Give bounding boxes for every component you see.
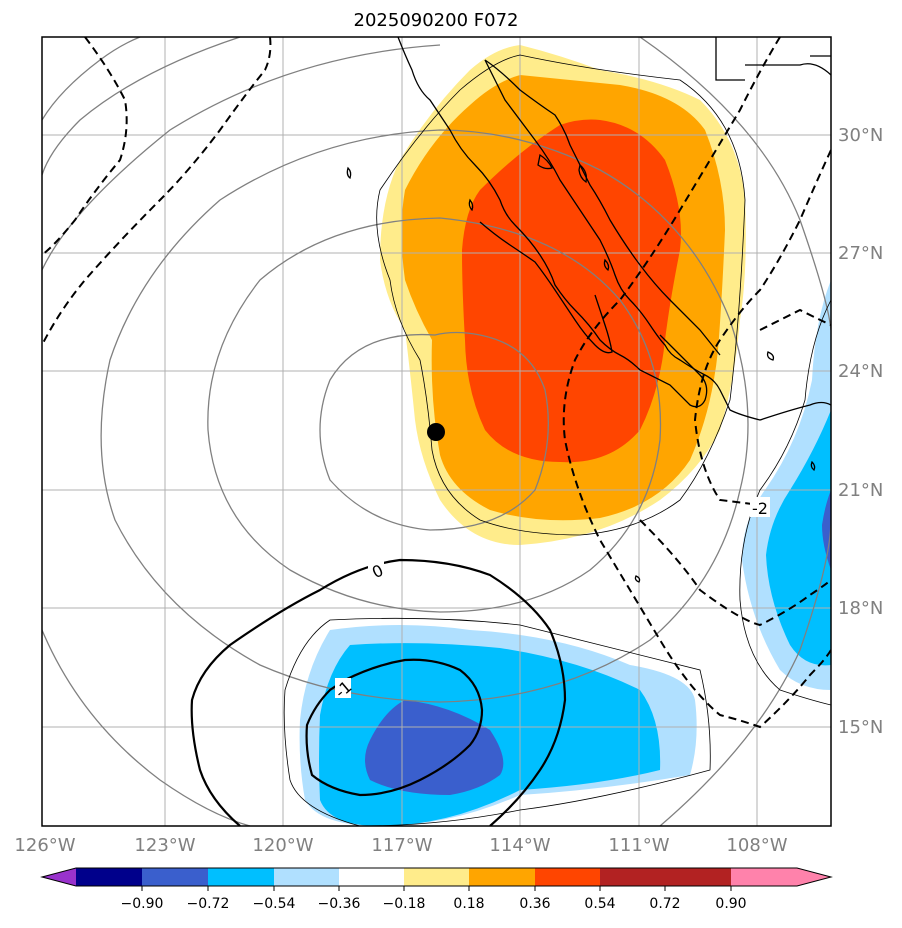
lon-label-114w: 114°W xyxy=(489,835,550,856)
map-frame xyxy=(41,36,832,827)
colorbar-segment xyxy=(600,868,665,886)
colorbar-tick-label: 0.72 xyxy=(649,896,680,912)
solid-contours xyxy=(190,558,567,826)
lon-label-117w: 117°W xyxy=(371,835,432,856)
longitude-labels: 126°W 123°W 120°W 117°W 114°W 111°W 108°… xyxy=(14,835,787,856)
lon-label-126w: 126°W xyxy=(14,835,75,856)
colorbar-segment xyxy=(339,868,404,886)
fill-pos-054 xyxy=(462,119,681,463)
colorbar-ticks xyxy=(141,886,732,891)
gray-contours xyxy=(42,37,831,826)
zero-outline-north xyxy=(376,54,746,536)
colorbar: −0.90 −0.72 −0.54 −0.36 −0.18 0.18 0.36 … xyxy=(40,867,833,912)
lon-label-108w: 108°W xyxy=(726,835,787,856)
latitude-labels: 30°N 27°N 24°N 21°N 18°N 15°N xyxy=(838,125,883,738)
colorbar-segment xyxy=(469,868,535,886)
lat-label-21n: 21°N xyxy=(838,480,883,501)
fill-neg-054-south xyxy=(365,700,504,795)
lon-label-111w: 111°W xyxy=(608,835,669,856)
lon-label-123w: 123°W xyxy=(134,835,195,856)
colorbar-tick-label: 0.36 xyxy=(519,896,550,912)
dashed-contours xyxy=(42,37,831,729)
colorbar-tick-label: −0.36 xyxy=(318,896,361,912)
colorbar-tick-label: 0.90 xyxy=(715,896,746,912)
colorbar-tick-label: 0.18 xyxy=(453,896,484,912)
lat-label-30n: 30°N xyxy=(838,125,883,146)
colorbar-segment xyxy=(404,868,469,886)
colorbar-tick-label: −0.72 xyxy=(187,896,230,912)
contour-label-bg-zero xyxy=(368,560,384,580)
colorbar-outline xyxy=(40,867,833,887)
figure-title: 2025090200 F072 xyxy=(354,10,519,31)
colorbar-tick-label: −0.90 xyxy=(121,896,164,912)
contour-label-bg-minus2 xyxy=(750,497,770,517)
colorbar-tick-label: 0.54 xyxy=(584,896,615,912)
fill-neg-036-east xyxy=(766,410,831,666)
map-area: 0 -1 -2 xyxy=(42,37,831,826)
colorbar-tick-label: −0.18 xyxy=(383,896,426,912)
colorbar-segment xyxy=(76,868,142,886)
contour-label-minus2: -2 xyxy=(752,499,768,518)
colorbar-over-arrow xyxy=(731,868,831,886)
storm-center-marker xyxy=(427,423,445,441)
graticule xyxy=(42,37,831,826)
lat-label-15n: 15°N xyxy=(838,717,883,738)
colorbar-segment xyxy=(274,868,339,886)
lat-label-18n: 18°N xyxy=(838,598,883,619)
zero-outline-east xyxy=(739,299,831,706)
colorbar-segment xyxy=(142,868,208,886)
colorbar-segment xyxy=(535,868,600,886)
lat-label-24n: 24°N xyxy=(838,361,883,382)
lon-label-120w: 120°W xyxy=(252,835,313,856)
lat-label-27n: 27°N xyxy=(838,243,883,264)
colorbar-segment xyxy=(208,868,274,886)
colorbar-under-arrow xyxy=(42,868,76,886)
colorbar-tick-label: −0.54 xyxy=(253,896,296,912)
colorbar-segment xyxy=(665,868,731,886)
coastlines xyxy=(346,37,831,583)
fill-neg-054-east xyxy=(822,490,831,570)
zero-outline-south xyxy=(283,617,711,826)
contour-label-bg-minus1 xyxy=(335,678,351,698)
